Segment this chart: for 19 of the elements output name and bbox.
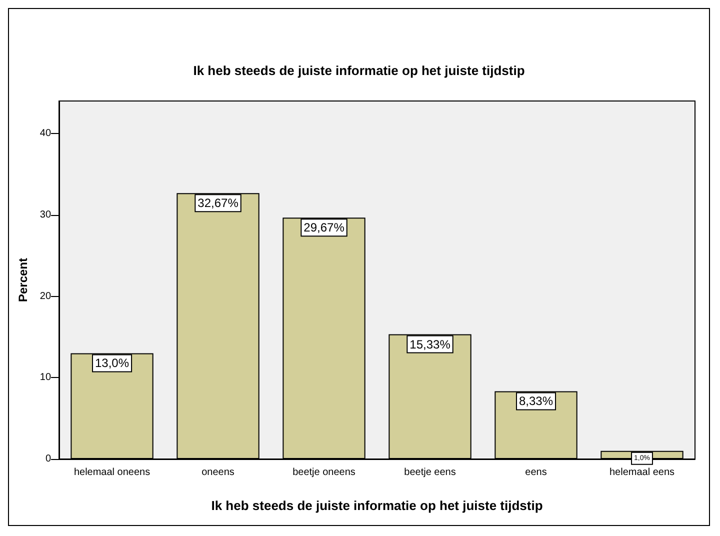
data-label: 13,0% [95, 356, 130, 370]
x-tick-label: helemaal eens [609, 467, 675, 478]
y-tick-label: 40 [40, 128, 52, 140]
x-tick-label: helemaal oneens [74, 467, 150, 478]
chart-title: Ik heb steeds de juiste informatie op het juiste tijdstip [193, 63, 525, 78]
data-label: 8,33% [518, 394, 554, 408]
x-axis-title: Ik heb steeds de juiste informatie op het juiste tijdstip [211, 498, 543, 513]
x-tick-label: eens [525, 467, 547, 478]
data-label: 15,33% [410, 337, 451, 352]
y-tick-label: 30 [40, 209, 52, 220]
x-tick-label: oneens [202, 467, 234, 478]
data-label: 32,67% [198, 196, 239, 210]
y-tick-label: 10 [40, 372, 52, 384]
x-tick-label: beetje oneens [292, 467, 356, 478]
data-label: 29,67% [304, 220, 345, 235]
y-tick-label: 0 [45, 454, 52, 464]
x-tick-label: beetje eens [404, 467, 456, 478]
y-axis-title: Percent [16, 258, 30, 302]
y-tick-label: 20 [40, 290, 52, 302]
